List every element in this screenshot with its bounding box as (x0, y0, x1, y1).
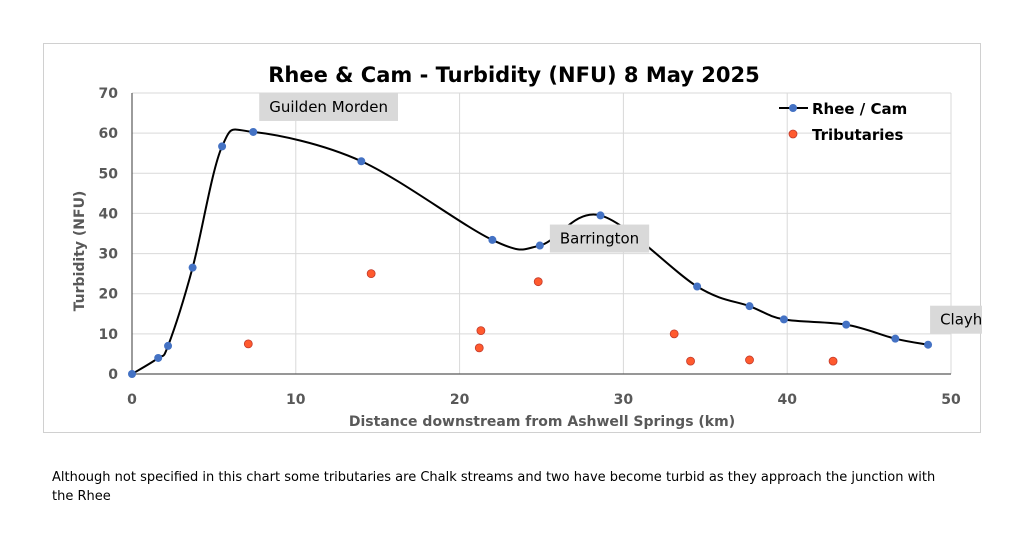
point-tributary (476, 326, 486, 336)
point-tributary (686, 356, 695, 366)
chart-frame: Rhee & Cam - Turbidity (NFU) 8 May 2025 … (43, 43, 982, 433)
x-tick-label: 20 (450, 392, 470, 408)
x-tick-label: 0 (127, 392, 137, 408)
point-rhee-cam (779, 315, 788, 324)
annotation-label: Guilden Morden (269, 98, 388, 116)
point-tributary (745, 355, 754, 365)
point-rhee-cam (842, 320, 851, 329)
axes (131, 93, 951, 375)
y-tick-label: 70 (99, 86, 119, 102)
legend: Rhee / Cam Tributaries (779, 100, 907, 144)
annotation-label: Clayhithe (940, 311, 982, 329)
series-layer (128, 127, 933, 378)
y-tick-label: 50 (99, 166, 119, 182)
x-tick-label: 10 (286, 392, 306, 408)
y-tick-label: 30 (99, 247, 119, 263)
annotation-callout: Guilden Morden (259, 92, 398, 121)
point-rhee-cam (924, 340, 933, 349)
annotation-callout: Clayhithe (930, 305, 982, 334)
y-axis-label: Turbidity (NFU) (72, 191, 88, 312)
annotations: Guilden Morden Barrington Clayhithe (259, 92, 982, 334)
point-rhee-cam (891, 334, 900, 343)
point-rhee-cam (745, 302, 754, 311)
point-rhee-cam (535, 241, 544, 250)
x-tick-label: 30 (614, 392, 634, 408)
footnote: Although not specified in this chart som… (52, 470, 936, 504)
legend-marker-tributaries (788, 129, 798, 139)
point-tributary (366, 269, 376, 279)
point-tributary (474, 343, 484, 353)
x-tick-label: 40 (777, 392, 797, 408)
turbidity-chart: Rhee & Cam - Turbidity (NFU) 8 May 2025 … (72, 63, 982, 430)
x-axis-label: Distance downstream from Ashwell Springs… (349, 414, 735, 430)
legend-label-tributaries: Tributaries (812, 126, 904, 144)
annotation-box (259, 92, 398, 121)
y-tick-label: 20 (99, 287, 119, 303)
tick-labels: 0 10 20 30 40 50 60 70 0 10 20 30 40 50 (99, 86, 961, 408)
point-rhee-cam (218, 142, 227, 151)
y-tick-label: 40 (99, 206, 119, 222)
annotation-box (549, 224, 650, 253)
point-rhee-cam (128, 370, 136, 378)
point-rhee-cam (164, 341, 173, 350)
point-rhee-cam (596, 211, 605, 220)
annotation-box (930, 305, 982, 334)
point-rhee-cam (357, 157, 366, 166)
x-tick-label: 50 (941, 392, 961, 408)
y-tick-label: 0 (108, 367, 118, 383)
point-rhee-cam (249, 127, 258, 136)
annotation-callout: Barrington (549, 224, 650, 253)
point-tributary (828, 356, 838, 366)
point-tributary (533, 277, 543, 287)
annotation-label: Barrington (560, 230, 639, 248)
legend-label-rhee-cam: Rhee / Cam (812, 100, 907, 118)
point-tributary (669, 329, 679, 339)
y-tick-label: 60 (99, 126, 119, 142)
legend-marker-rhee-cam (789, 104, 797, 112)
point-rhee-cam (488, 235, 497, 244)
y-tick-label: 10 (99, 327, 119, 343)
point-rhee-cam (188, 263, 197, 272)
point-rhee-cam (154, 353, 163, 362)
point-tributary (243, 339, 253, 349)
chart-title: Rhee & Cam - Turbidity (NFU) 8 May 2025 (268, 63, 759, 87)
series-line-rhee-cam (131, 128, 929, 375)
point-rhee-cam (693, 282, 702, 291)
